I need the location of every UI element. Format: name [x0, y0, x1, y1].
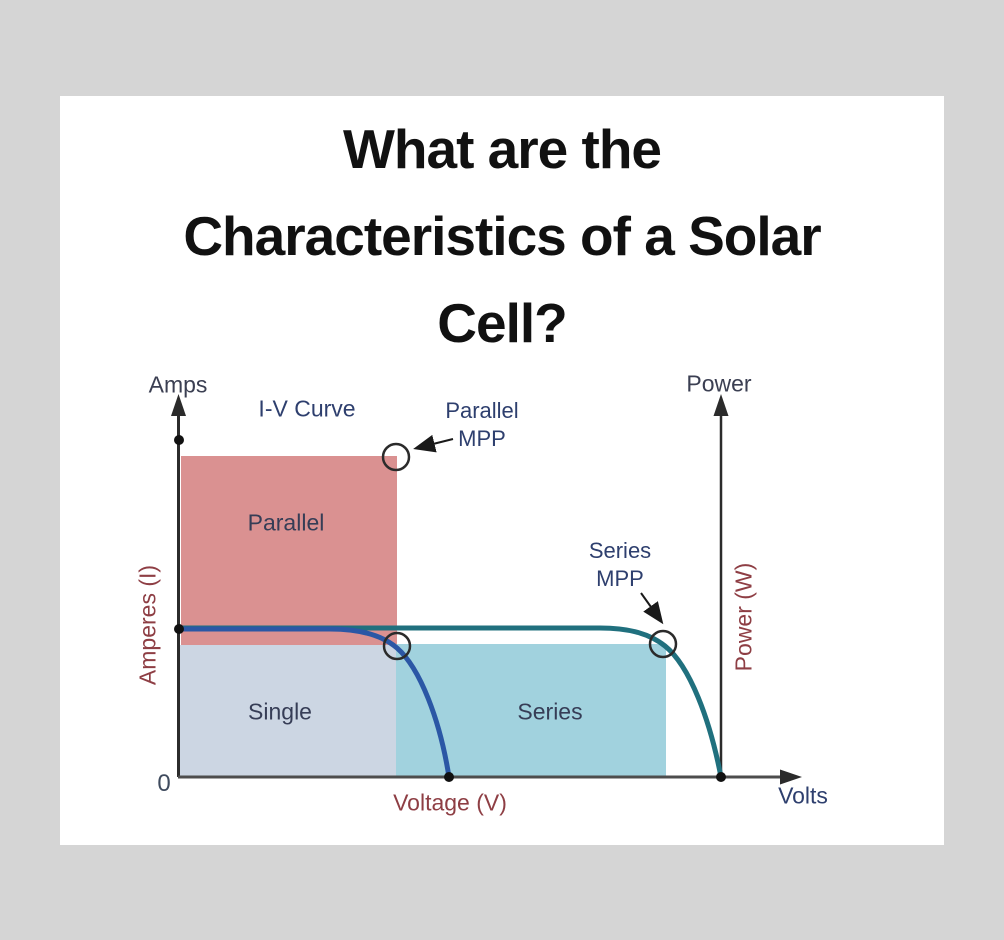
infographic-card: What are the Characteristics of a Solar … [60, 96, 944, 845]
parallel-region-label: Parallel [247, 509, 325, 536]
amps-axis-label: Amps [148, 371, 208, 398]
series-region-rect [396, 644, 666, 777]
single-mpp-marker [382, 631, 412, 661]
volts-axis-label: Volts [778, 782, 828, 809]
iv-curve-chart [171, 394, 802, 785]
power-axis-arrow-icon [713, 394, 729, 416]
series-mpp-arrow-icon [640, 592, 664, 625]
iv-curve-title: I-V Curve [258, 395, 356, 422]
single-iv-curve [176, 626, 452, 780]
series-mpp-annotation: Series MPP [589, 537, 651, 593]
series-mpp-marker [648, 629, 678, 659]
title-line-3: Cell? [437, 292, 567, 354]
title-line-1: What are the [342, 118, 662, 180]
parallel-isc-dot [174, 435, 184, 445]
series-voc-dot [716, 772, 726, 782]
single-isc-dot [174, 624, 184, 634]
series-mpp-annotation-line1: Series [588, 538, 652, 563]
voltage-axis-arrow-icon [780, 769, 802, 785]
parallel-mpp-annotation-line2: MPP [458, 426, 506, 451]
current-axis-arrow-icon [171, 394, 186, 416]
power-axis-label: Power [686, 370, 752, 397]
amperes-axis-title: Amperes (I) [134, 564, 161, 686]
single-region-label: Single [248, 698, 312, 725]
series-iv-curve [176, 625, 724, 780]
parallel-mpp-annotation: Parallel MPP [445, 397, 518, 453]
series-region-label: Series [517, 698, 583, 725]
power-w-axis-title: Power (W) [730, 562, 757, 672]
series-mpp-annotation-line2: MPP [596, 566, 644, 591]
single-voc-dot [444, 772, 454, 782]
page-title: What are the Characteristics of a Solar … [60, 106, 944, 367]
parallel-mpp-arrow-icon [413, 434, 454, 453]
parallel-region-rect [181, 456, 397, 645]
origin-label: 0 [157, 770, 171, 797]
single-region-rect [179, 645, 396, 777]
voltage-axis-title: Voltage (V) [393, 789, 507, 816]
parallel-mpp-marker [381, 442, 411, 472]
title-line-2: Characteristics of a Solar [183, 205, 821, 267]
parallel-mpp-annotation-line1: Parallel [445, 398, 519, 423]
